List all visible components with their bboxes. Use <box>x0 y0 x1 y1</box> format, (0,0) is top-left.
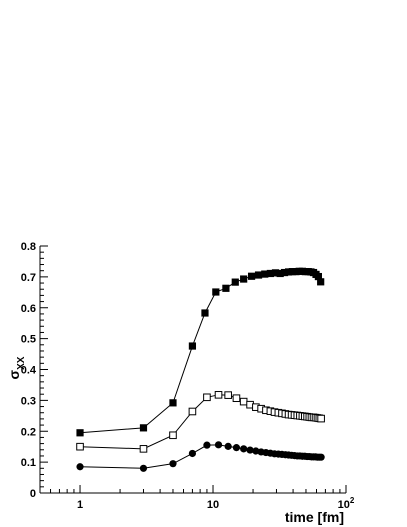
data-point <box>212 288 220 296</box>
data-point <box>276 269 284 278</box>
data-point <box>280 268 289 277</box>
data-point <box>188 342 197 350</box>
data-point <box>239 397 248 406</box>
y-tick-label: 0.7 <box>21 272 36 284</box>
data-point <box>139 424 148 432</box>
data-point <box>222 284 230 292</box>
data-point <box>240 275 248 283</box>
data-series-layer <box>76 267 325 472</box>
data-point <box>284 268 293 276</box>
x-tick-label: 102 <box>338 496 355 511</box>
y-tick-label: 0.5 <box>21 334 36 346</box>
y-tick-label: 0.1 <box>21 457 36 469</box>
data-point <box>231 278 239 286</box>
data-point <box>169 431 177 440</box>
data-point <box>214 391 223 399</box>
y-axis-title-subscript: XX <box>16 356 27 370</box>
y-tick-label: 0.2 <box>21 426 36 438</box>
data-point <box>317 278 325 286</box>
y-tick-label: 0.8 <box>21 241 36 253</box>
data-point <box>247 272 256 280</box>
data-point <box>76 429 84 437</box>
data-point <box>317 414 325 423</box>
data-point <box>139 445 148 453</box>
series-line <box>80 394 322 450</box>
x-tick-label: 1 <box>77 499 83 511</box>
data-point <box>246 446 254 454</box>
y-tick-label: 0.6 <box>21 303 36 315</box>
data-series-filled-square <box>76 267 325 437</box>
data-point <box>266 269 274 278</box>
data-point <box>224 442 232 450</box>
data-series-open-square <box>76 391 325 453</box>
data-point <box>317 453 325 461</box>
x-tick-label: 10 <box>207 499 219 511</box>
data-point <box>271 269 280 277</box>
data-point <box>314 272 322 281</box>
data-point <box>224 391 232 399</box>
data-point <box>169 399 177 407</box>
data-point <box>261 270 269 278</box>
data-point <box>240 445 248 453</box>
data-point <box>254 271 263 279</box>
data-point <box>232 394 241 403</box>
y-tick-label: 0.4 <box>21 365 37 377</box>
data-point <box>203 393 211 402</box>
data-point <box>214 441 223 449</box>
data-series-filled-circle <box>76 441 325 472</box>
data-point <box>201 309 209 317</box>
y-tick-label: 0.3 <box>21 395 36 407</box>
data-point <box>76 442 84 451</box>
x-axis-title: time [fm] <box>285 509 344 525</box>
y-axis-title-symbol: σ <box>6 369 22 379</box>
y-axis-title: σXX <box>6 356 27 379</box>
data-point <box>232 444 241 452</box>
data-point <box>76 463 84 471</box>
data-point <box>203 441 211 449</box>
data-point <box>139 464 148 472</box>
axes: 0 0.1 0.2 0.3 0.4 0.5 0.6 0.7 0.8 1 10 102 <box>21 241 355 511</box>
data-point <box>188 407 197 416</box>
data-point <box>188 449 197 458</box>
data-point <box>169 460 177 468</box>
y-tick-label: 0 <box>30 488 36 500</box>
series-line <box>79 270 322 434</box>
